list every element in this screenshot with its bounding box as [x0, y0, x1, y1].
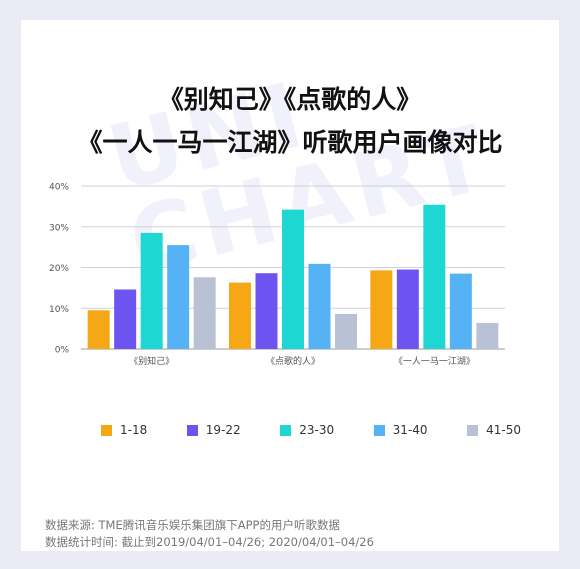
bar	[335, 313, 357, 349]
y-tick-label: 10%	[49, 305, 69, 315]
bar	[308, 263, 331, 349]
legend-label: 23-30	[299, 423, 335, 437]
bar	[255, 273, 278, 349]
legend-item: 23-30	[280, 423, 334, 437]
chart-title-line2: 《一人一马一江湖》听歌用户画像对比	[77, 128, 503, 157]
legend-swatch	[280, 424, 292, 436]
bar	[167, 245, 190, 349]
chart-title-line1: 《别知己》《点歌的人》	[158, 85, 422, 114]
legend-item: 41-50	[467, 423, 521, 437]
source-line-1: 数据来源: TME腾讯音乐娱乐集团旗下APP的用户听歌数据	[45, 518, 340, 532]
legend-swatch	[101, 424, 112, 436]
y-tick-label: 30%	[49, 223, 69, 233]
bar	[114, 289, 137, 349]
x-category-label: 《别知己》	[129, 355, 174, 367]
chart-card: UNI CHART 《别知己》《点歌的人》 《一人一马一江湖》听歌用户画像对比 …	[21, 20, 559, 551]
bar	[476, 322, 499, 349]
legend-label: 31-40	[392, 423, 428, 437]
bar	[396, 269, 419, 349]
legend-label: 19-22	[205, 423, 241, 437]
data-source-note: 数据来源: TME腾讯音乐娱乐集团旗下APP的用户听歌数据 数据统计时间: 截止…	[45, 517, 374, 551]
legend-swatch	[373, 424, 385, 436]
y-tick-label: 0%	[55, 346, 70, 356]
bar	[229, 282, 251, 349]
legend-label: 41-50	[486, 423, 521, 437]
bar	[449, 273, 472, 349]
bar	[140, 232, 163, 349]
y-tick-label: 20%	[49, 264, 69, 274]
x-category-label: 《一人一马一江湖》	[394, 356, 475, 367]
bar	[423, 204, 446, 349]
legend-swatch	[186, 424, 198, 436]
bar	[282, 209, 304, 349]
legend-item: 31-40	[373, 423, 428, 437]
bar	[370, 270, 393, 349]
legend-label: 1-18	[120, 423, 148, 437]
label-layer: 0% 10% 20% 30% 40% 《别知己》 《点歌的人》 《一人一马一江湖》	[49, 183, 475, 368]
legend-swatch	[467, 424, 479, 436]
source-line-2: 数据统计时间: 截止到2019/04/01–04/26; 2020/04/01–…	[45, 535, 374, 549]
bar-chart: 0% 10% 20% 30% 40% 《别知己》 《点歌的人》 《一人一马一江湖》	[49, 183, 505, 368]
legend-item: 1-18	[101, 423, 147, 437]
bar-layer	[87, 204, 499, 349]
bar	[193, 277, 216, 349]
legend-item: 19-22	[186, 423, 241, 437]
bar	[87, 310, 110, 349]
chart-legend: 1-18 19-22 23-30 31-40 41-50	[101, 423, 521, 437]
y-tick-label: 40%	[49, 183, 69, 193]
x-category-label: 《点歌的人》	[266, 355, 320, 367]
